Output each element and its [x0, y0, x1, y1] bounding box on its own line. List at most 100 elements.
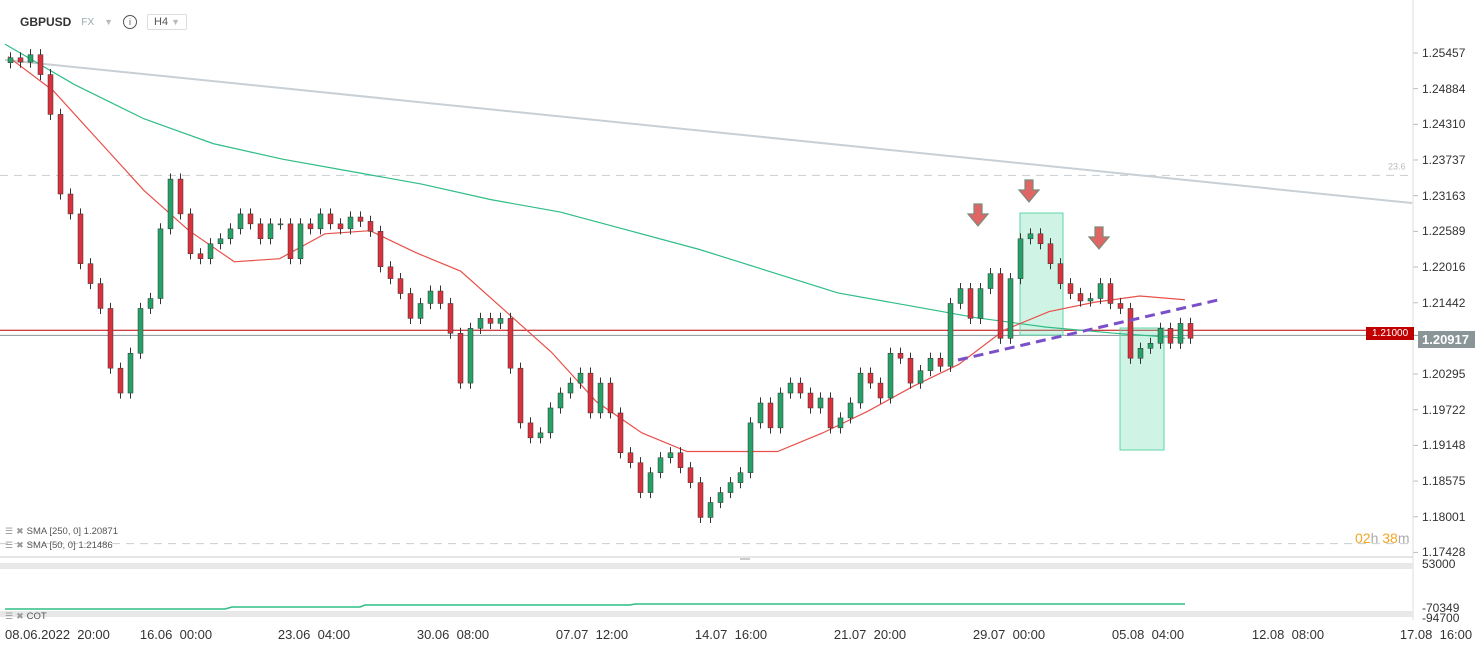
y-tick-label: 1.17428 — [1422, 545, 1466, 560]
fib-level-label: 23.6 — [1388, 161, 1406, 171]
candle — [587, 372, 594, 414]
candle — [787, 382, 794, 394]
indicator-legend-cot[interactable]: ☰ ✖ COT — [5, 611, 47, 622]
candle — [87, 263, 94, 284]
down-arrow-icon — [1017, 179, 1041, 203]
candle — [567, 382, 574, 394]
y-tick-label: 1.22589 — [1422, 224, 1466, 239]
y-tick-label: 1.25457 — [1422, 46, 1466, 60]
candle — [237, 213, 244, 230]
candle — [377, 231, 384, 268]
candle — [537, 432, 544, 439]
down-arrow-icon — [966, 203, 990, 227]
candle — [1097, 283, 1104, 299]
x-tick-label: 12.08 08:00 — [1251, 627, 1325, 642]
settings-icon[interactable]: ☰ — [5, 526, 14, 536]
candle — [1047, 243, 1054, 264]
candle — [457, 333, 464, 384]
y-tick-label: 1.24884 — [1422, 81, 1466, 96]
candle — [597, 382, 604, 414]
candle — [977, 288, 984, 319]
y-tick-label: 1.24310 — [1422, 117, 1466, 132]
x-tick-label: 17.08 16:00 — [1399, 627, 1473, 642]
candle — [1177, 323, 1184, 344]
candle — [507, 318, 514, 369]
candle — [867, 372, 874, 384]
candle — [917, 370, 924, 384]
candle — [887, 352, 894, 399]
candle — [947, 303, 954, 367]
legend-label: COT — [26, 611, 47, 622]
candle — [547, 407, 554, 434]
y-tick-label: 1.20295 — [1422, 367, 1466, 382]
candle — [1147, 343, 1154, 349]
y-tick-label: 1.23163 — [1422, 188, 1466, 203]
candle — [407, 293, 414, 319]
countdown-hours: 02 — [1355, 530, 1371, 546]
settings-icon[interactable]: ☰ — [5, 540, 14, 550]
candle — [17, 57, 24, 63]
y-tick-label: 1.22016 — [1422, 260, 1466, 275]
chevron-down-icon[interactable]: ▼ — [104, 17, 114, 27]
highlight-box — [1119, 327, 1165, 451]
candle — [367, 221, 374, 232]
market-label: FX — [81, 16, 95, 28]
close-icon[interactable]: ✖ — [16, 526, 24, 536]
countdown-h: h — [1370, 530, 1379, 546]
last-price-tag: 1.20917 — [1418, 331, 1475, 348]
candle — [847, 402, 854, 419]
candle — [1137, 348, 1144, 359]
candle — [747, 422, 754, 473]
x-tick-label: 30.06 08:00 — [416, 627, 490, 642]
candle — [417, 303, 424, 319]
candle — [247, 213, 254, 225]
candle — [767, 402, 774, 429]
down-arrow-icon — [1087, 226, 1111, 250]
candle-countdown: 02h 38m — [1355, 530, 1410, 546]
candle — [1007, 278, 1014, 339]
candle — [427, 290, 434, 304]
candle — [617, 412, 624, 454]
candle — [817, 397, 824, 409]
y-tick-label: 1.19148 — [1422, 438, 1466, 453]
timeframe-select[interactable]: H4 ▼ — [147, 14, 188, 30]
x-tick-label: 08.06.2022 20:00 — [5, 627, 110, 642]
candle — [387, 266, 394, 279]
x-tick-label: 23.06 04:00 — [277, 627, 351, 642]
x-tick-label: 21.07 20:00 — [833, 627, 907, 642]
close-icon[interactable]: ✖ — [16, 540, 24, 550]
candle — [447, 303, 454, 334]
candle — [1017, 238, 1024, 279]
candle — [807, 392, 814, 409]
settings-icon[interactable]: ☰ — [5, 611, 14, 621]
candle — [187, 213, 194, 254]
indicator-legend-sma250[interactable]: ☰ ✖ SMA [250, 0] 1.20871 — [5, 526, 118, 537]
candle — [987, 273, 994, 289]
y-tick-label: 1.18001 — [1422, 509, 1466, 524]
candle — [957, 288, 964, 304]
y-tick-label: 1.23737 — [1422, 152, 1466, 167]
candle — [137, 308, 144, 354]
candle — [857, 372, 864, 404]
x-tick-label: 16.06 00:00 — [139, 627, 213, 642]
candle — [167, 178, 174, 230]
indicator-legend-sma50[interactable]: ☰ ✖ SMA [50, 0] 1.21486 — [5, 540, 113, 551]
cot-tick: -70349 — [1422, 601, 1460, 615]
candle — [287, 223, 294, 259]
info-icon[interactable]: i — [123, 15, 138, 29]
cot-line — [5, 603, 1185, 610]
candle — [477, 318, 484, 329]
candle — [697, 482, 704, 518]
x-tick-label: 05.08 04:00 — [1111, 627, 1185, 642]
symbol-label[interactable]: GBPUSD — [20, 15, 72, 29]
legend-label: SMA [50, 0] 1.21486 — [26, 540, 113, 551]
candle — [97, 283, 104, 309]
candle — [227, 228, 234, 240]
y-tick-label: 1.19722 — [1422, 402, 1466, 417]
candle — [967, 288, 974, 319]
candle — [437, 290, 444, 304]
candle — [217, 238, 224, 245]
close-icon[interactable]: ✖ — [16, 611, 24, 621]
level-price-tag: 1.21000 — [1366, 327, 1415, 340]
